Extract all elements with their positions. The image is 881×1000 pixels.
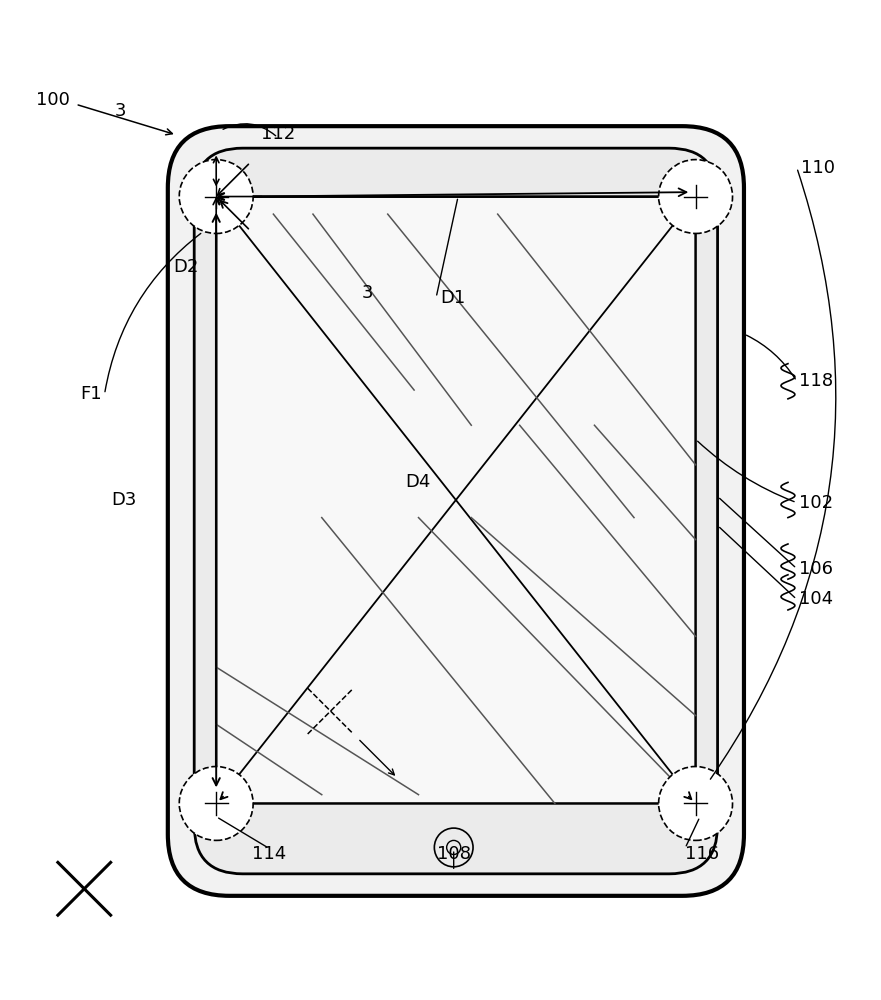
Text: D1: D1 bbox=[440, 289, 466, 307]
Text: F1: F1 bbox=[80, 385, 102, 403]
Text: D2: D2 bbox=[174, 258, 198, 276]
Text: 106: 106 bbox=[799, 560, 833, 578]
Circle shape bbox=[659, 767, 732, 840]
Circle shape bbox=[659, 160, 732, 233]
Text: 114: 114 bbox=[252, 845, 286, 863]
Text: D3: D3 bbox=[112, 491, 137, 509]
Text: 116: 116 bbox=[685, 845, 719, 863]
Text: 3: 3 bbox=[115, 102, 127, 120]
Circle shape bbox=[179, 767, 253, 840]
FancyBboxPatch shape bbox=[216, 197, 696, 803]
FancyBboxPatch shape bbox=[167, 126, 744, 896]
Text: 104: 104 bbox=[799, 590, 833, 608]
FancyBboxPatch shape bbox=[194, 148, 718, 874]
Text: 110: 110 bbox=[801, 159, 835, 177]
Text: 3: 3 bbox=[361, 284, 373, 302]
Text: 102: 102 bbox=[799, 494, 833, 512]
Text: 112: 112 bbox=[261, 125, 295, 143]
Text: 118: 118 bbox=[799, 372, 833, 390]
Circle shape bbox=[179, 160, 253, 233]
Text: D4: D4 bbox=[405, 473, 431, 491]
Text: 108: 108 bbox=[437, 845, 470, 863]
Text: 100: 100 bbox=[36, 91, 70, 109]
